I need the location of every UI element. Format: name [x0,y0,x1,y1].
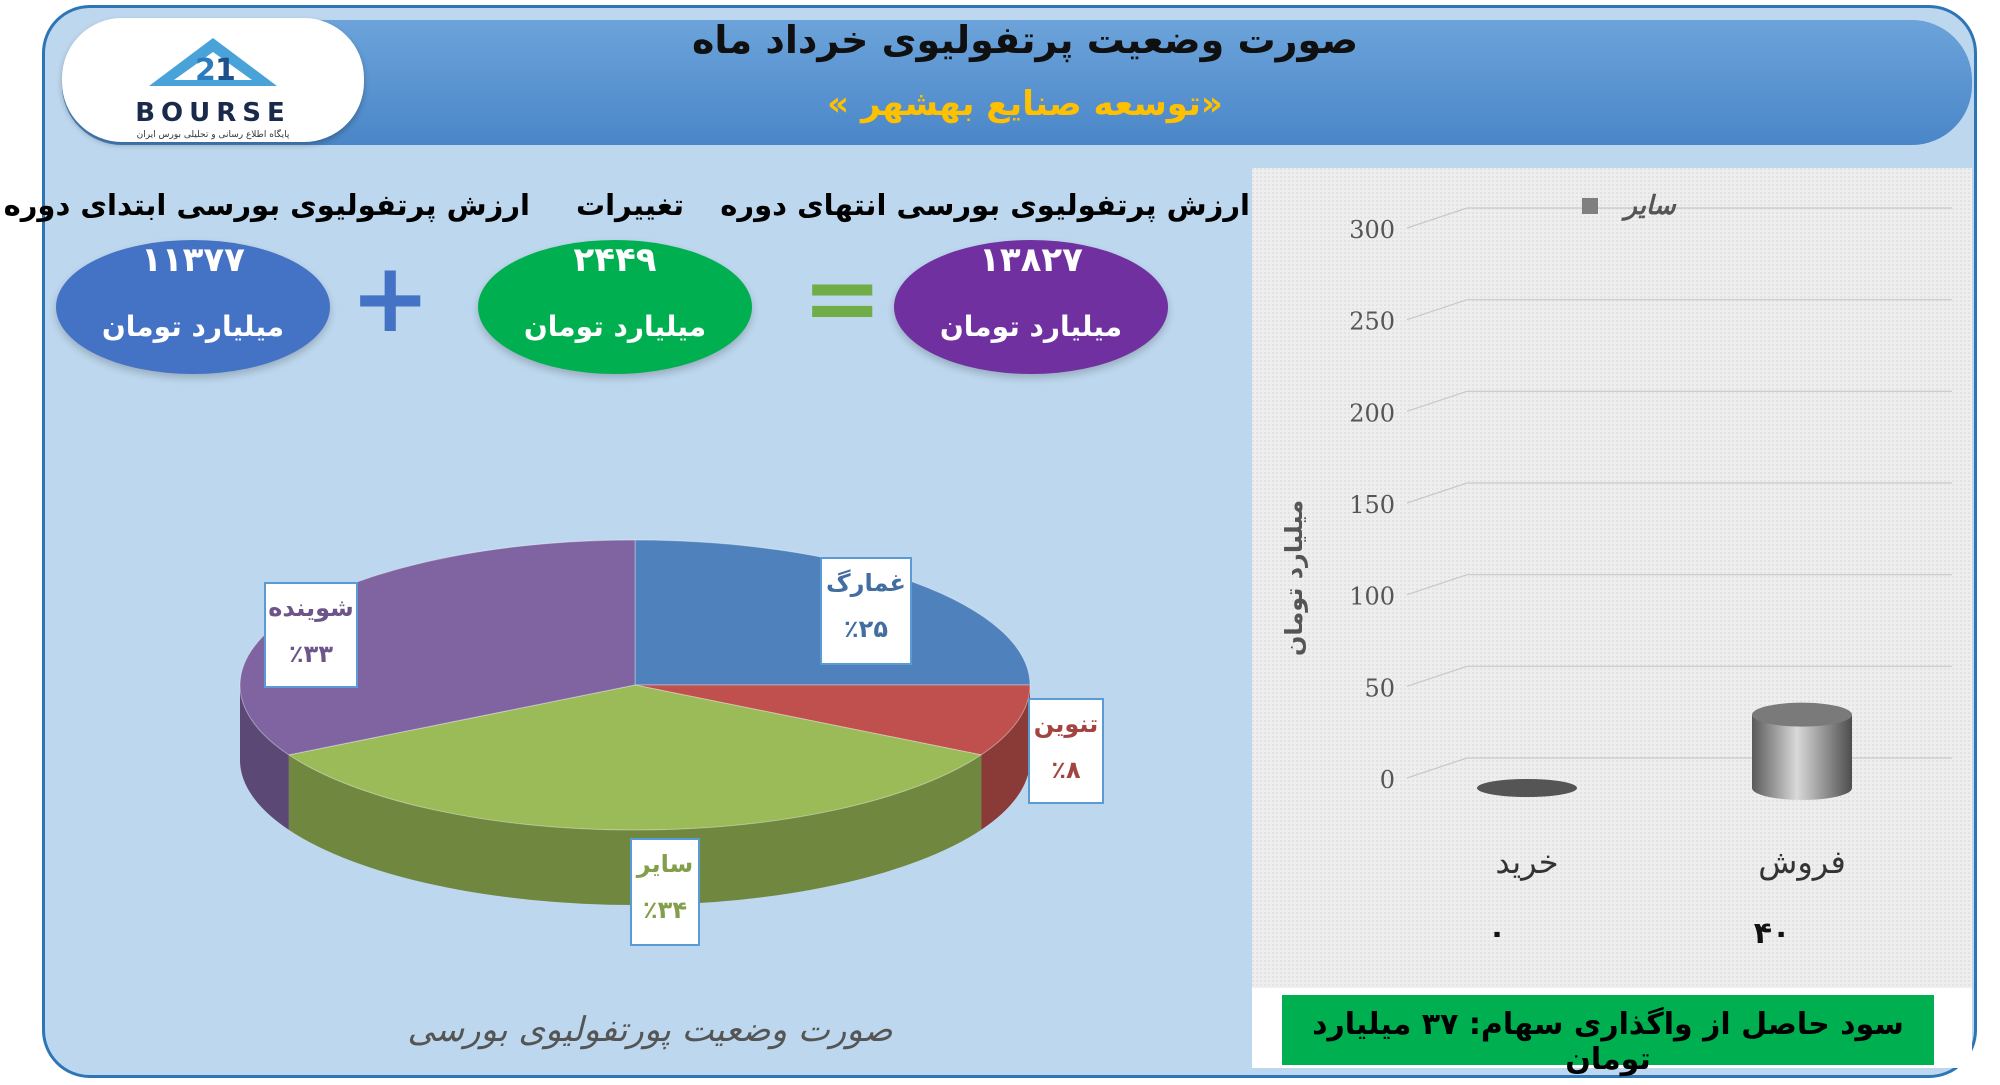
pie-callout-sayer: سایر ٪۳۴ [630,838,700,946]
change-label: تغییرات [575,188,685,222]
pie-label-name: شوینده [268,594,354,622]
end-value-label: ارزش پرتفولیوی بورسی انتهای دوره [720,188,1250,222]
end-value-number: ۱۳۸۲۷ [979,240,1083,280]
pie-callout-shavandeh: شوینده ٪۳۳ [264,582,358,688]
pie-label-percent: ٪۲۵ [844,615,888,643]
y-tick-label: 150 [1349,491,1395,519]
change-value-unit: میلیارد تومان [523,310,707,343]
x-category-label: خرید [1495,843,1558,881]
logo-mark-icon: 2 1 [149,38,277,88]
grid-diagonal [1406,299,1468,321]
svg-text:2: 2 [195,53,216,88]
y-tick-label: 300 [1349,216,1395,244]
profit-summary-text: سود حاصل از واگذاری سهام: ۳۷ میلیارد توم… [1312,1007,1904,1077]
pie-label-name: تنوین [1033,710,1099,738]
company-name: «توسعه صنایع بهشهر » [827,84,1223,124]
grid-diagonal [1406,390,1468,412]
start-value-label: ارزش پرتفولیوی بورسی ابتدای دوره [3,188,530,222]
pie-chart-title: صورت وضعیت پورتفولیوی بورسی [407,1010,893,1050]
header-banner [62,20,1972,145]
x-category-label: فروش [1758,843,1845,881]
pie-side-سایر [288,754,982,905]
plot-background [1252,168,1972,988]
pie-callout-tonvin: تنوین ٪۸ [1028,698,1104,804]
logo-brand-text: BOURSE [135,98,291,128]
end-value-oval: ۱۳۸۲۷ میلیارد تومان [894,240,1168,374]
bar-cylinder-top [1752,702,1852,727]
bourse-logo: 2 1 BOURSE پایگاه اطلاع رسانی و تحلیلی ب… [62,18,364,142]
profit-summary-box: سود حاصل از واگذاری سهام: ۳۷ میلیارد توم… [1282,995,1934,1077]
change-value-oval: ۲۴۴۹ میلیارد تومان [478,240,752,374]
grid-diagonal [1406,207,1468,229]
pie-side-تنوین [981,685,1030,830]
equals-sign: = [802,242,883,354]
logo-subtitle: پایگاه اطلاع رسانی و تحلیلی بورس ایران [136,130,290,140]
bar-data-label: ۰ [1488,916,1506,951]
start-value-unit: میلیارد تومان [101,310,285,343]
grid-diagonal [1406,482,1468,504]
y-tick-label: 250 [1349,308,1395,336]
pie-slice-سایر [287,684,983,831]
plus-sign: + [350,242,431,354]
bar-cylinder-فروش [1752,714,1852,800]
pie-label-percent: ٪۳۳ [289,640,333,668]
svg-text:1: 1 [215,53,236,88]
legend-label: سایر [1620,191,1677,221]
start-value-oval: ۱۱۳۷۷ میلیارد تومان [56,240,330,374]
trade-bar-chart: 0 50 100 150 200 250 300 سایر میلیارد تومان خرید ۰… [1252,168,1972,988]
pie-slice-تنوین [634,684,1031,756]
change-value-number: ۲۴۴۹ [573,240,657,280]
pie-side-شوینده [240,685,289,830]
pie-label-percent: ٪۳۴ [643,896,687,924]
legend-swatch [1582,198,1598,214]
pie-label-name: سایر [636,850,694,878]
y-tick-label: 50 [1364,674,1395,702]
y-tick-label: 0 [1380,766,1395,794]
y-tick-label: 200 [1349,399,1395,427]
pie-callout-ghmarg: غمارگ ٪۲۵ [820,557,912,665]
grid-diagonal [1406,757,1468,779]
pie-label-percent: ٪۸ [1051,756,1081,784]
end-value-unit: میلیارد تومان [939,310,1123,343]
page-title: صورت وضعیت پرتفولیوی خرداد ماه [691,18,1359,62]
bar-cylinder-خرید [1477,779,1577,797]
bar-data-label: ۴۰ [1754,916,1791,951]
y-axis-label: میلیارد تومان [1280,500,1308,656]
y-tick-label: 100 [1349,583,1395,611]
grid-diagonal [1406,574,1468,596]
start-value-number: ۱۱۳۷۷ [141,240,245,280]
pie-label-name: غمارگ [826,569,906,597]
grid-diagonal [1406,665,1468,687]
